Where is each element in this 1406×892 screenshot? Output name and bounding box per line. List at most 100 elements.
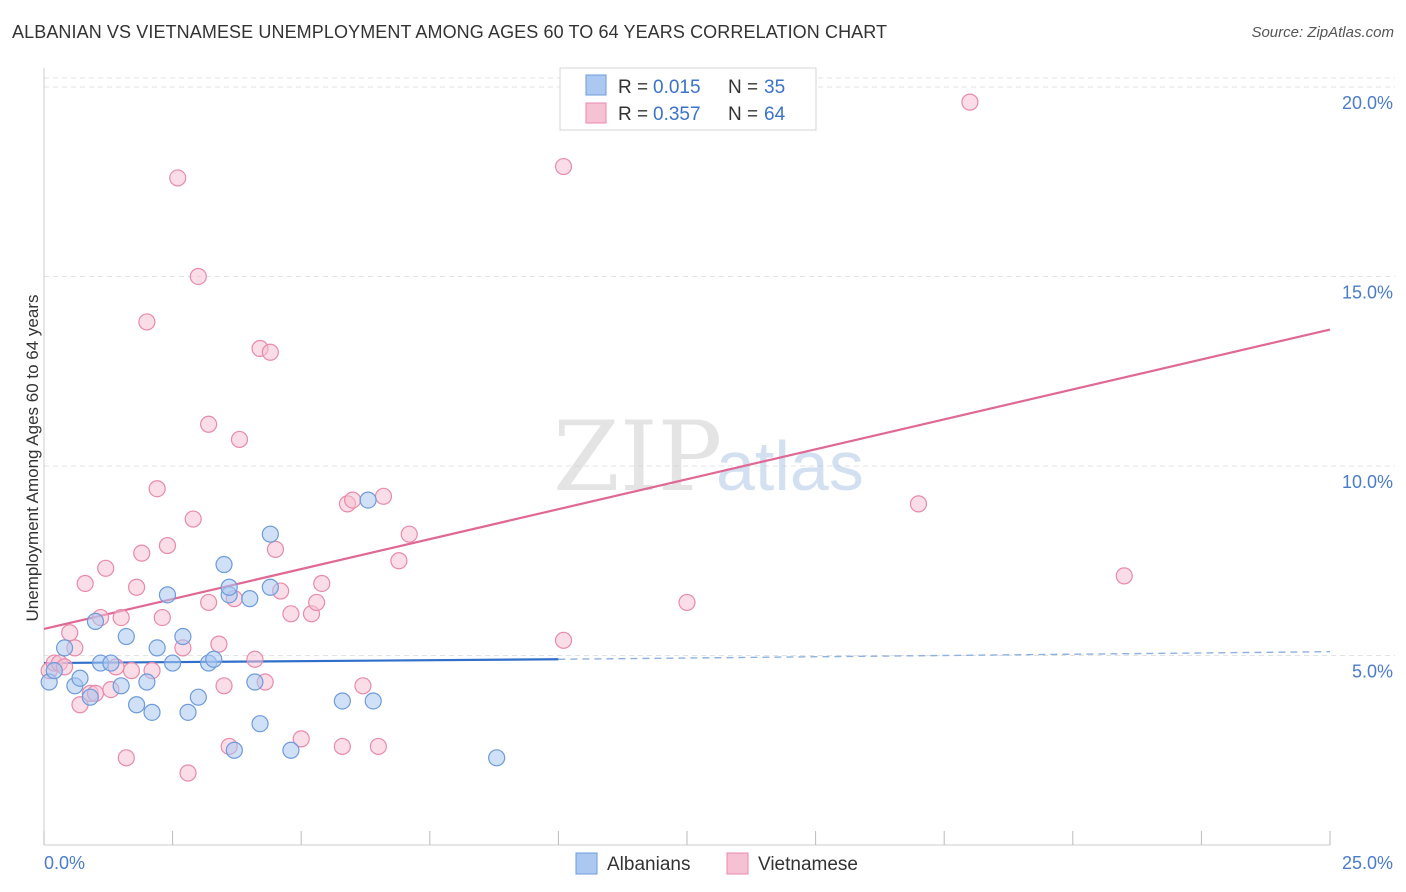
vietnamese-point bbox=[261, 343, 279, 361]
vietnamese-point bbox=[961, 93, 979, 111]
albanians-point bbox=[164, 654, 182, 672]
vietnamese-point bbox=[179, 764, 197, 782]
vietnamese-point bbox=[189, 267, 207, 286]
vietnamese-point bbox=[390, 552, 408, 570]
legend-vietnamese-r-label: R = bbox=[618, 104, 648, 125]
albanians-point bbox=[143, 703, 161, 721]
vietnamese-point bbox=[138, 313, 156, 331]
correlation-legend: R = 0.015 N = 35 R = 0.357 N = 64 bbox=[559, 67, 817, 131]
albanians-point bbox=[215, 555, 233, 574]
watermark-zip: ZIP bbox=[553, 401, 722, 513]
axes bbox=[43, 68, 1331, 846]
vietnamese-point bbox=[169, 169, 187, 187]
vietnamese-point bbox=[374, 487, 393, 505]
albanians-point bbox=[127, 696, 146, 714]
albanians-point bbox=[86, 612, 105, 630]
legend-vietnamese-n-value: 64 bbox=[764, 104, 786, 125]
vietnamese-point bbox=[122, 662, 141, 680]
vietnamese-point bbox=[246, 650, 264, 668]
y-axis-label: Unemployment Among Ages 60 to 64 years bbox=[23, 295, 42, 622]
vietnamese-point bbox=[200, 593, 218, 612]
albanians-point bbox=[333, 692, 351, 710]
vietnamese-point bbox=[354, 677, 372, 695]
albanians-point bbox=[138, 673, 156, 691]
albanians-point bbox=[282, 741, 300, 759]
bottom-legend-swatch-vietnamese bbox=[726, 852, 749, 875]
vietnamese-point bbox=[112, 608, 130, 627]
albanians-point bbox=[261, 525, 279, 543]
vietnamese-trend-line bbox=[43, 328, 1331, 631]
vietnamese-point bbox=[97, 559, 115, 577]
vietnamese-point bbox=[153, 608, 171, 627]
legend-vietnamese-n-label: N = bbox=[728, 104, 758, 125]
series-legend: Albanians Vietnamese bbox=[575, 852, 858, 875]
albanians-point bbox=[81, 688, 99, 706]
y-tick-label: 15.0% bbox=[1342, 282, 1393, 302]
albanians-trend-extension bbox=[558, 650, 1331, 660]
albanians-point bbox=[205, 650, 223, 668]
legend-albanians-r-label: R = bbox=[618, 77, 648, 98]
albanians-point bbox=[251, 715, 269, 733]
bottom-legend-vietnamese: Vietnamese bbox=[758, 854, 858, 875]
vietnamese-point bbox=[61, 624, 79, 642]
chart-title: ALBANIAN VS VIETNAMESE UNEMPLOYMENT AMON… bbox=[12, 22, 888, 42]
x-tick-label-max: 25.0% bbox=[1342, 853, 1393, 873]
vietnamese-point bbox=[1115, 567, 1133, 585]
y-tick-label: 10.0% bbox=[1342, 472, 1393, 492]
legend-vietnamese-r-value: 0.357 bbox=[653, 104, 701, 125]
albanians-point bbox=[179, 703, 197, 721]
grid-lines: 5.0% 10.0% 15.0% 20.0% bbox=[44, 77, 1395, 681]
vietnamese-point bbox=[554, 631, 573, 649]
albanians-point bbox=[55, 639, 74, 657]
vietnamese-point bbox=[117, 749, 135, 767]
albanians-point bbox=[220, 578, 238, 596]
bottom-legend-albanians: Albanians bbox=[607, 854, 690, 875]
vietnamese-point bbox=[133, 544, 151, 562]
vietnamese-point bbox=[344, 491, 362, 509]
albanians-point bbox=[102, 654, 120, 672]
vietnamese-point bbox=[76, 574, 94, 593]
albanians-point bbox=[359, 491, 377, 509]
vietnamese-point bbox=[313, 574, 331, 593]
bottom-legend-swatch-albanians bbox=[575, 852, 598, 875]
vietnamese-point bbox=[148, 480, 166, 498]
vietnamese-point bbox=[554, 157, 573, 176]
vietnamese-point bbox=[215, 677, 233, 695]
legend-albanians-n-value: 35 bbox=[764, 77, 785, 98]
y-tick-label: 5.0% bbox=[1352, 661, 1393, 681]
vietnamese-point bbox=[400, 525, 418, 543]
albanians-point bbox=[158, 586, 177, 604]
legend-albanians-r-value: 0.015 bbox=[653, 77, 701, 98]
albanians-point bbox=[261, 578, 279, 596]
vietnamese-point bbox=[266, 540, 285, 558]
watermark-atlas: atlas bbox=[716, 427, 864, 505]
albanians-point bbox=[174, 627, 192, 646]
vietnamese-point bbox=[184, 510, 202, 528]
albanians-point bbox=[45, 662, 63, 680]
albanians-point bbox=[364, 692, 382, 710]
vietnamese-point bbox=[127, 578, 146, 596]
vietnamese-point bbox=[210, 635, 228, 653]
albanians-point bbox=[189, 688, 207, 706]
vietnamese-point bbox=[678, 593, 696, 612]
x-tick-label-min: 0.0% bbox=[44, 853, 85, 873]
albanians-point bbox=[112, 677, 130, 695]
albanians-point bbox=[117, 627, 135, 646]
vietnamese-point bbox=[333, 737, 351, 756]
vietnamese-point bbox=[369, 737, 387, 756]
legend-albanians-n-label: N = bbox=[728, 77, 758, 98]
vietnamese-point bbox=[308, 593, 326, 612]
watermark: ZIP atlas bbox=[553, 401, 864, 513]
albanians-point bbox=[71, 669, 89, 687]
vietnamese-point bbox=[909, 495, 928, 513]
albanians-point bbox=[488, 749, 506, 767]
vietnamese-point bbox=[282, 605, 300, 623]
vietnamese-point bbox=[230, 430, 249, 449]
y-tick-label: 20.0% bbox=[1342, 93, 1393, 113]
albanians-point bbox=[148, 639, 166, 657]
legend-swatch-vietnamese bbox=[585, 102, 607, 124]
albanians-point bbox=[246, 673, 264, 691]
vietnamese-point bbox=[158, 536, 177, 555]
vietnamese-point bbox=[200, 415, 218, 433]
